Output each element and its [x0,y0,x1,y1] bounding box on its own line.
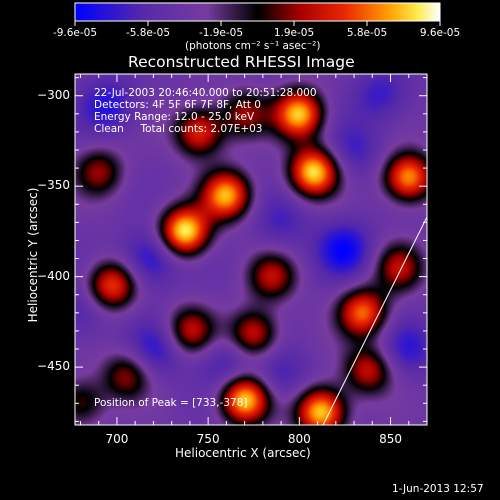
energy-range-text: Energy Range: 12.0 - 25.0 keV [94,111,255,123]
solar-limb-line [322,216,428,426]
x-tick-label: 750 [196,432,220,446]
colorbar-tick-label: 5.8e-05 [346,27,388,39]
x-tick-label: 850 [379,432,402,446]
clean-counts-text: Clean Total counts: 2.07E+03 [94,123,263,135]
colorbar-tick-label: -1.9e-05 [198,27,244,39]
x-axis-label: Heliocentric X (arcsec) [175,446,311,460]
footer-date: 1-Jun-2013 12:57 [392,483,484,495]
chart-title: Reconstructed RHESSI Image [128,53,355,71]
colorbar-tick-label: -5.8e-05 [125,27,171,39]
colorbar-tick-label: 9.6e-05 [419,27,461,39]
colorbar-frame [74,2,441,26]
detectors-text: Detectors: 4F 5F 6F 7F 8F, Att 0 [94,99,261,111]
y-axis-label: Heliocentric Y (arcsec) [26,187,40,323]
heatmap-image [75,74,427,425]
y-tick-label: −450 [37,359,70,374]
colorbar-gradient [75,3,440,21]
plot-border [74,73,428,426]
colorbar-tick-label: -9.6e-05 [52,27,98,39]
colorbar-tick-label: 1.9e-05 [273,27,315,39]
colorbar-unit-label: (photons cm⁻² s⁻¹ asec⁻²) [185,40,321,52]
colorbar-border [74,2,441,22]
x-tick-label: 700 [105,432,129,446]
observation-time-text: 22-Jul-2003 20:46:40.000 to 20:51:28.000 [94,87,317,99]
y-tick-label: −400 [37,268,70,283]
y-tick-label: −350 [37,178,70,193]
y-tick-label: −300 [37,87,70,102]
x-tick-label: 800 [287,432,311,446]
peak-position-text: Position of Peak = [733,-378] [94,397,248,409]
